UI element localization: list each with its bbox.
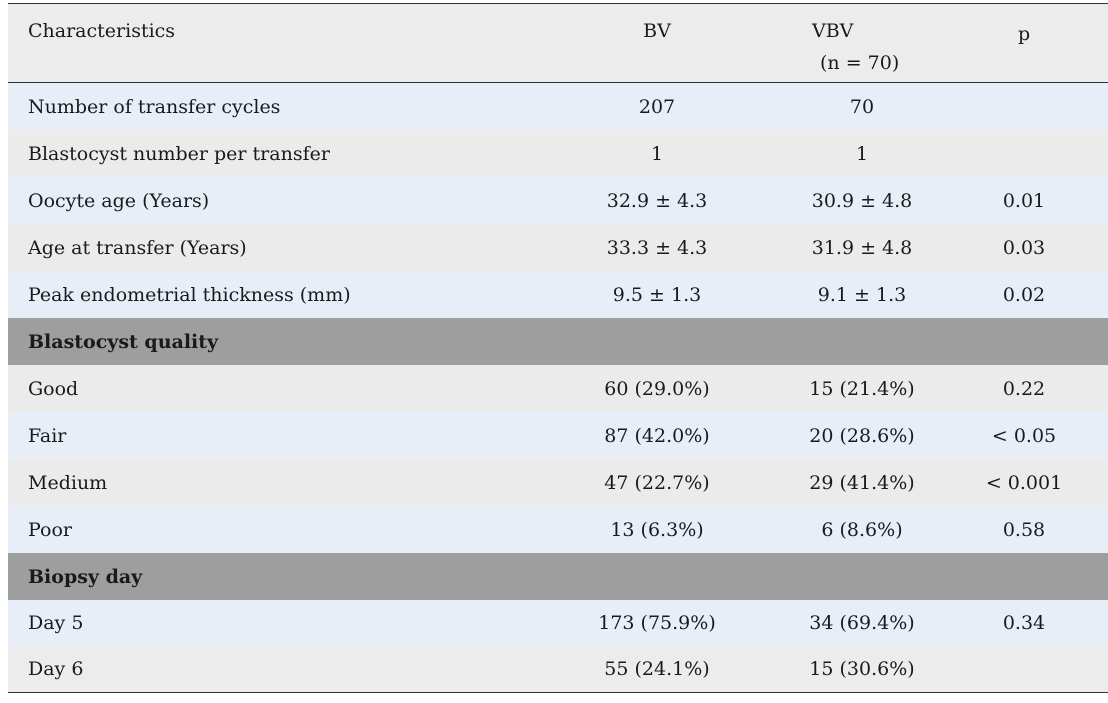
row-p: 0.02: [1002, 283, 1046, 306]
table-row: Day 6 55 (24.1%) 15 (30.6%): [8, 646, 1108, 692]
row-p: 0.03: [1002, 236, 1046, 259]
section-label: Biopsy day: [28, 565, 143, 588]
row-label: Poor: [28, 518, 72, 541]
row-label: Medium: [28, 471, 108, 494]
table-row: Medium 47 (22.7%) 29 (41.4%) < 0.001: [8, 459, 1108, 506]
row-bv: 1: [650, 142, 664, 165]
row-p: < 0.05: [991, 424, 1057, 447]
row-bv: 60 (29.0%): [604, 377, 710, 400]
row-p: < 0.001: [985, 471, 1063, 494]
row-label: Blastocyst number per transfer: [28, 142, 330, 165]
biopsy-p-value: 0.34: [1002, 612, 1046, 634]
table-row: Peak endometrial thickness (mm) 9.5 ± 1.…: [8, 271, 1108, 318]
data-table: Characteristics BV VBV (n = 70) p Number…: [8, 3, 1108, 693]
row-bv: 33.3 ± 4.3: [606, 236, 708, 259]
header-characteristics: Characteristics: [28, 20, 176, 42]
row-p: 0.01: [1002, 189, 1046, 212]
row-label: Oocyte age (Years): [28, 189, 210, 212]
row-vbv: 9.1 ± 1.3: [817, 283, 907, 306]
table-row: Fair 87 (42.0%) 20 (28.6%) < 0.05: [8, 412, 1108, 459]
row-bv: 32.9 ± 4.3: [606, 189, 708, 212]
row-label: Age at transfer (Years): [28, 236, 247, 259]
row-vbv: 6 (8.6%): [821, 518, 903, 541]
row-bv: 13 (6.3%): [610, 518, 704, 541]
row-label: Fair: [28, 424, 67, 447]
section-label: Blastocyst quality: [28, 330, 219, 353]
table-header: Characteristics BV VBV (n = 70) p: [8, 4, 1108, 82]
row-p: 0.22: [1002, 377, 1046, 400]
row-vbv: 70: [849, 95, 875, 118]
table-top-rule: [8, 3, 1108, 4]
row-vbv: 15 (30.6%): [809, 658, 915, 680]
row-label: Number of transfer cycles: [28, 95, 281, 118]
section-row-quality: Blastocyst quality: [8, 318, 1108, 365]
header-p: p: [1018, 23, 1031, 45]
section-row-biopsy: Biopsy day: [8, 553, 1108, 600]
header-vbv-n: (n = 70): [820, 52, 900, 74]
row-vbv: 30.9 ± 4.8: [811, 189, 913, 212]
row-vbv: 1: [855, 142, 869, 165]
row-label: Day 6: [28, 658, 84, 680]
table-row: Blastocyst number per transfer 1 1: [8, 130, 1108, 177]
row-vbv: 31.9 ± 4.8: [811, 236, 913, 259]
table-row: Number of transfer cycles 207 70: [8, 83, 1108, 130]
row-vbv: 34 (69.4%): [809, 612, 915, 634]
row-bv: 47 (22.7%): [604, 471, 710, 494]
row-label: Peak endometrial thickness (mm): [28, 283, 351, 306]
header-vbv: VBV: [812, 20, 854, 42]
row-p: 0.58: [1002, 518, 1046, 541]
table-row: Age at transfer (Years) 33.3 ± 4.3 31.9 …: [8, 224, 1108, 271]
table-row: Poor 13 (6.3%) 6 (8.6%) 0.58: [8, 506, 1108, 553]
row-bv: 9.5 ± 1.3: [612, 283, 702, 306]
row-vbv: 29 (41.4%): [809, 471, 915, 494]
header-rule: [8, 82, 1108, 83]
table-row: Good 60 (29.0%) 15 (21.4%) 0.22: [8, 365, 1108, 412]
row-bv: 207: [638, 95, 676, 118]
table-row: Day 5 173 (75.9%) 34 (69.4%): [8, 600, 1108, 646]
header-bv: BV: [643, 20, 671, 42]
row-vbv: 20 (28.6%): [809, 424, 915, 447]
table-row: Oocyte age (Years) 32.9 ± 4.3 30.9 ± 4.8…: [8, 177, 1108, 224]
table-bottom-rule: [8, 692, 1108, 693]
row-label: Day 5: [28, 612, 84, 634]
row-bv: 173 (75.9%): [598, 612, 716, 634]
row-label: Good: [28, 377, 79, 400]
row-vbv: 15 (21.4%): [809, 377, 915, 400]
row-bv: 87 (42.0%): [604, 424, 710, 447]
row-bv: 55 (24.1%): [604, 658, 710, 680]
